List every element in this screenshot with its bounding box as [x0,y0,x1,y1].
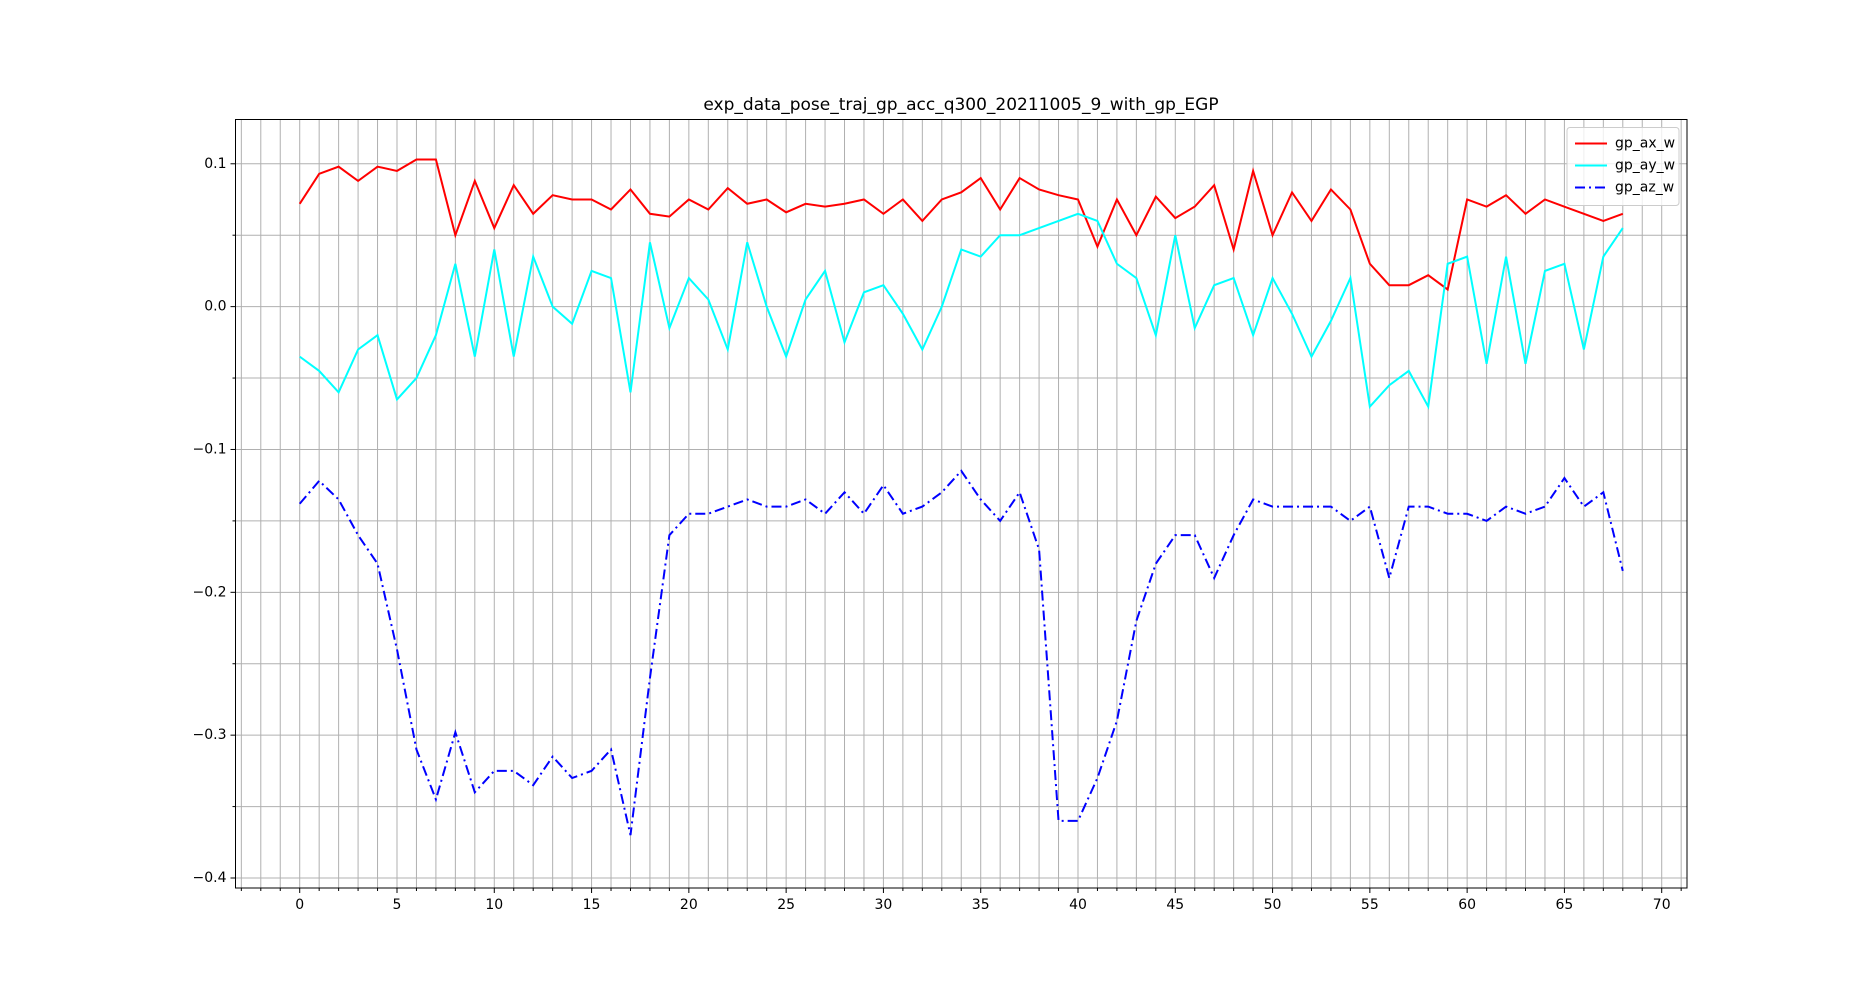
grid [235,119,1687,888]
x-tick-label: 65 [1556,897,1574,913]
series-line [299,212,1624,410]
legend-label: gp_ax_w [1615,136,1675,152]
x-tick-label: 55 [1361,897,1379,913]
x-tick-label: 20 [680,897,698,913]
y-tick-label: −0.3 [193,727,227,743]
y-tick-label: −0.2 [193,584,227,600]
plot-frame [235,119,1688,889]
legend-label: gp_ay_w [1615,158,1675,174]
x-tick-label: 15 [583,897,601,913]
legend-label: gp_az_w [1615,180,1674,196]
x-tick-label: 50 [1264,897,1282,913]
x-tick-label: 5 [393,897,402,913]
y-tick-label: −0.4 [193,870,227,886]
chart-title: exp_data_pose_traj_gp_acc_q300_20211005_… [703,95,1218,115]
x-tick-label: 60 [1458,897,1476,913]
y-tick-label: 0.0 [204,299,226,315]
series-line [298,158,1624,292]
series-line [298,469,1624,836]
x-tick-label: 40 [1069,897,1087,913]
x-tick-label: 70 [1653,897,1671,913]
y-tick-label: −0.1 [193,441,227,457]
x-tick-label: 45 [1166,897,1184,913]
x-tick-label: 0 [295,897,304,913]
x-tick-label: 35 [972,897,990,913]
x-tick-label: 10 [485,897,503,913]
legend: gp_ax_w gp_ay_w gp_az_w [1566,127,1680,206]
x-tick-label: 25 [777,897,795,913]
y-tick-label: 0.1 [204,156,226,172]
x-tick-label: 30 [875,897,893,913]
legend-box [1566,127,1680,206]
